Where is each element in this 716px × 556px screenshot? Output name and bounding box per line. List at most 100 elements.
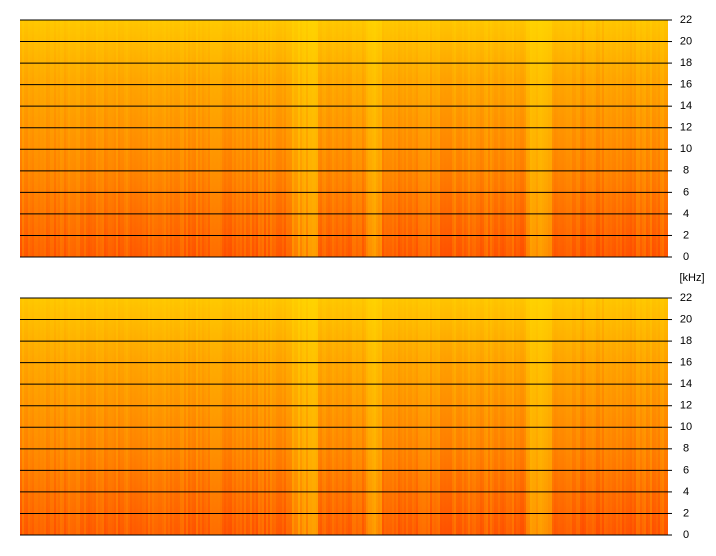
spectrogram-texture (580, 298, 582, 535)
spectrogram-texture (434, 20, 436, 257)
spectrogram-texture (654, 20, 656, 257)
spectrogram-texture (636, 20, 638, 257)
spectrogram-texture (436, 20, 438, 257)
spectrogram-texture (308, 20, 310, 257)
spectrogram-texture (58, 20, 60, 257)
spectrogram-texture (330, 298, 332, 535)
spectrogram-texture (542, 20, 544, 257)
spectrogram-texture (464, 20, 466, 257)
spectrogram-texture (86, 298, 88, 535)
spectrogram-texture (186, 298, 188, 535)
spectrogram-texture (320, 20, 322, 257)
spectrogram-texture (262, 20, 264, 257)
spectrogram-texture (526, 298, 528, 535)
spectrogram-texture (374, 20, 376, 257)
y-tick-label: 0 (683, 251, 689, 263)
spectrogram-texture (416, 20, 418, 257)
spectrogram-texture (558, 20, 560, 257)
spectrogram-texture (562, 20, 564, 257)
spectrogram-texture (446, 298, 448, 535)
spectrogram-texture (544, 20, 546, 257)
spectrogram-texture (202, 20, 204, 257)
spectrogram-texture (66, 20, 68, 257)
spectrogram-texture (144, 20, 146, 257)
spectrogram-texture (300, 298, 302, 535)
spectrogram-texture (608, 298, 610, 535)
spectrogram-texture (496, 298, 498, 535)
spectrogram-texture (332, 298, 334, 535)
spectrogram-texture (414, 20, 416, 257)
spectrogram-texture (530, 20, 532, 257)
spectrogram-texture (110, 20, 112, 257)
spectrogram-texture (172, 298, 174, 535)
spectrogram-texture (334, 20, 336, 257)
spectrogram-texture (92, 298, 94, 535)
spectrogram-texture (284, 298, 286, 535)
spectrogram-texture (564, 20, 566, 257)
spectrogram-texture (38, 20, 40, 257)
spectrogram-texture (412, 20, 414, 257)
spectrogram-texture (666, 20, 668, 257)
spectrogram-texture (330, 20, 332, 257)
spectrogram-texture (578, 298, 580, 535)
spectrogram-texture (612, 298, 614, 535)
spectrogram-texture (572, 298, 574, 535)
spectrogram-texture (636, 298, 638, 535)
spectrogram-texture (190, 20, 192, 257)
spectrogram-texture (366, 20, 368, 257)
spectrogram-texture (312, 298, 314, 535)
spectrogram-texture (640, 298, 642, 535)
spectrogram-texture (114, 20, 116, 257)
spectrogram-texture (174, 20, 176, 257)
spectrogram-texture (318, 20, 320, 257)
spectrogram-texture (588, 20, 590, 257)
spectrogram-texture (444, 298, 446, 535)
spectrogram-texture (554, 20, 556, 257)
spectrogram-texture (340, 298, 342, 535)
spectrogram-texture (132, 298, 134, 535)
spectrogram-texture (664, 20, 666, 257)
spectrogram-texture (70, 298, 72, 535)
y-tick-label: 12 (680, 122, 692, 134)
spectrogram-texture (248, 298, 250, 535)
spectrogram-texture (336, 20, 338, 257)
spectrogram-texture (34, 298, 36, 535)
spectrogram-texture (48, 298, 50, 535)
y-tick-label: 0 (683, 529, 689, 541)
spectrogram-texture (522, 20, 524, 257)
spectrogram-texture (580, 20, 582, 257)
spectrogram-texture (492, 298, 494, 535)
spectrogram-texture (42, 20, 44, 257)
spectrogram-texture (448, 20, 450, 257)
spectrogram-texture (632, 298, 634, 535)
spectrogram-texture (128, 298, 130, 535)
spectrogram-texture (278, 298, 280, 535)
spectrogram-texture (578, 20, 580, 257)
spectrogram-texture (400, 20, 402, 257)
spectrogram-texture (538, 298, 540, 535)
y-tick-label: 18 (680, 335, 692, 347)
spectrogram-texture (82, 20, 84, 257)
spectrogram-texture (484, 298, 486, 535)
y-tick-label: 16 (680, 79, 692, 91)
spectrogram-texture (240, 298, 242, 535)
spectrogram-texture (366, 298, 368, 535)
spectrogram-texture (250, 20, 252, 257)
spectrogram-texture (270, 298, 272, 535)
spectrogram-texture (312, 20, 314, 257)
spectrogram-texture (128, 20, 130, 257)
spectrogram-texture (314, 20, 316, 257)
spectrogram-texture (456, 20, 458, 257)
spectrogram-texture (216, 298, 218, 535)
spectrogram-texture (100, 20, 102, 257)
spectrogram-texture (120, 298, 122, 535)
spectrogram-texture (284, 20, 286, 257)
spectrogram-texture (434, 298, 436, 535)
spectrogram-texture (112, 298, 114, 535)
spectrogram-texture (244, 20, 246, 257)
spectrogram-texture (622, 20, 624, 257)
spectrogram-texture (458, 20, 460, 257)
spectrogram-texture (546, 20, 548, 257)
y-tick-label: 4 (683, 208, 689, 220)
